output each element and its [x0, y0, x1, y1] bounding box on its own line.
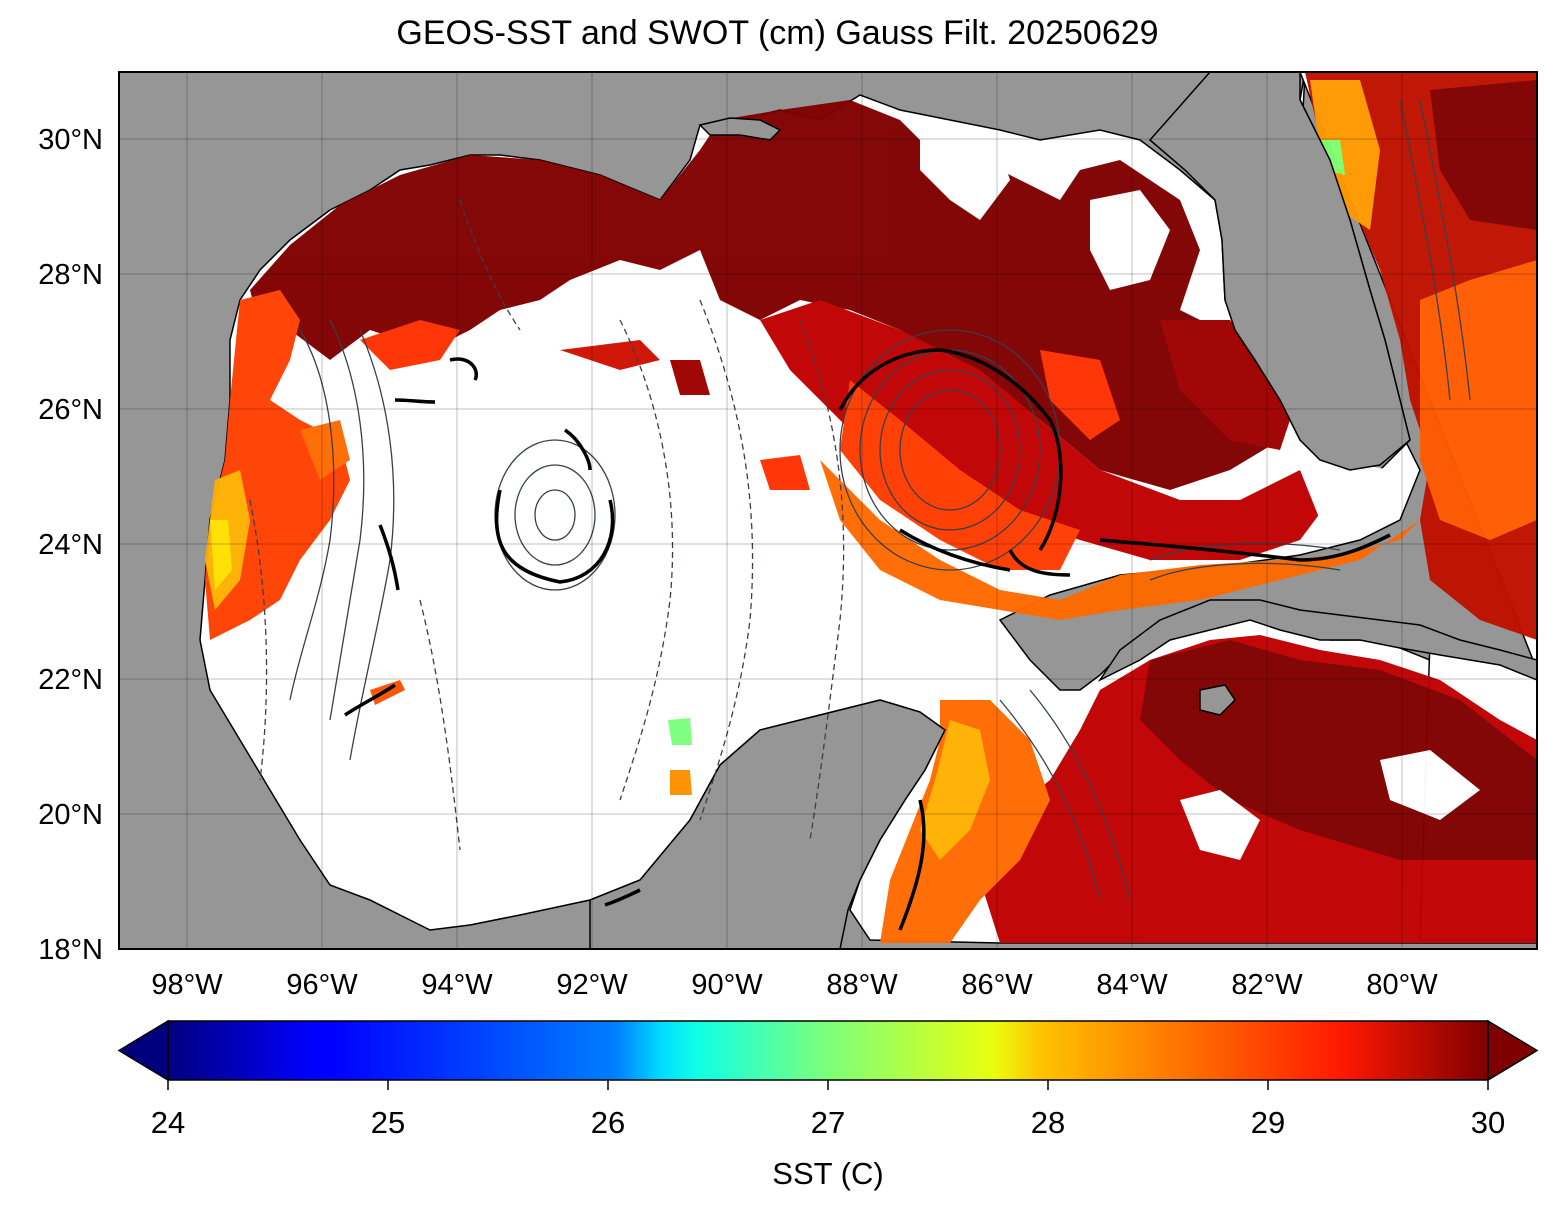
ssh-zero-contours	[344, 348, 1391, 931]
lon-label: 82°W	[1231, 969, 1303, 1001]
colorbar-tick-label: 26	[591, 1105, 625, 1140]
lat-label: 26°N	[38, 394, 103, 426]
colorbar-extend-max	[1487, 1019, 1539, 1082]
colorbar-tick-label: 24	[151, 1105, 185, 1140]
florida	[1148, 72, 1411, 471]
lat-label: 22°N	[38, 664, 103, 696]
yucatan	[589, 699, 946, 949]
colorbar-tick-label: 28	[1031, 1105, 1065, 1140]
map-title: GEOS-SST and SWOT (cm) Gauss Filt. 20250…	[396, 14, 1159, 52]
colorbar-tick-label: 29	[1251, 1105, 1285, 1140]
lon-label: 88°W	[826, 969, 898, 1001]
lon-label: 86°W	[961, 969, 1033, 1001]
lon-label: 84°W	[1096, 969, 1168, 1001]
graticule	[119, 72, 1537, 949]
lat-label: 24°N	[38, 529, 103, 561]
lat-label: 20°N	[38, 799, 103, 831]
colorbar-gradient	[168, 1021, 1488, 1080]
longitude-labels: 98°W 96°W 94°W 92°W 90°W 88°W 86°W 84°W …	[151, 969, 1438, 1001]
lon-label: 92°W	[556, 969, 628, 1001]
colorbar-tick-label: 30	[1471, 1105, 1505, 1140]
lon-label: 96°W	[286, 969, 358, 1001]
cuba	[1097, 599, 1537, 682]
colorbar: 24 25 26 27 28 29 30 SST (C)	[117, 1019, 1539, 1191]
map-panel	[119, 72, 1537, 949]
latitude-labels: 30°N 28°N 26°N 24°N 22°N 20°N 18°N	[38, 124, 103, 966]
colorbar-tick-label: 27	[811, 1105, 845, 1140]
colorbar-extend-min	[117, 1019, 169, 1082]
sst-field	[205, 72, 1537, 943]
lon-label: 80°W	[1366, 969, 1438, 1001]
lon-label: 98°W	[151, 969, 223, 1001]
lat-label: 30°N	[38, 124, 103, 156]
colorbar-ticks	[167, 1080, 1489, 1090]
lon-label: 90°W	[691, 969, 763, 1001]
lat-label: 18°N	[38, 934, 103, 966]
colorbar-tick-label: 25	[371, 1105, 405, 1140]
isla-juventud	[1199, 684, 1236, 716]
map-frame	[118, 71, 1538, 950]
lon-label: 94°W	[421, 969, 493, 1001]
mississippi-delta	[698, 117, 782, 141]
lat-label: 28°N	[38, 259, 103, 291]
colorbar-title: SST (C)	[772, 1156, 883, 1191]
